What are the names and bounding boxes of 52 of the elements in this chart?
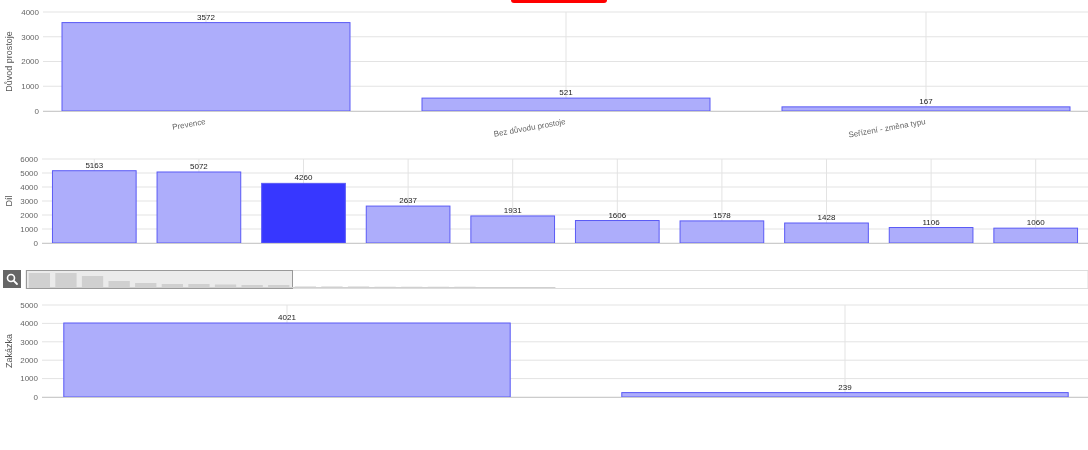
y-tick-label: 3000 [21, 32, 40, 42]
y-tick-label: 2000 [21, 57, 40, 67]
bar [679, 220, 765, 244]
bar [261, 182, 346, 244]
data-label: 5072 [190, 161, 209, 171]
y-axis-title: Důvod prostoje [4, 31, 14, 92]
y-tick-label: 0 [34, 106, 40, 116]
data-label: 1428 [817, 213, 836, 223]
y-tick-label: 4000 [20, 319, 39, 329]
y-tick-label: 3000 [20, 196, 39, 206]
y-tick-label: 1000 [20, 224, 39, 234]
y-tick-label: 2000 [20, 356, 39, 365]
y-tick-label: 5000 [20, 300, 39, 310]
data-label: 5163 [85, 160, 104, 170]
bar [993, 227, 1079, 244]
bar [888, 227, 974, 244]
data-label: 3572 [197, 12, 216, 22]
data-label: 4260 [294, 173, 313, 183]
data-label: 1606 [608, 210, 627, 220]
data-label: 2637 [399, 196, 418, 206]
bar [470, 215, 556, 244]
bar [51, 170, 137, 244]
y-tick-label: 4000 [21, 7, 40, 17]
y-tick-label: 3000 [20, 337, 39, 347]
bar [574, 220, 660, 244]
data-label: 1931 [503, 205, 523, 215]
data-label: 4021 [278, 313, 297, 323]
data-label: 167 [919, 96, 934, 106]
y-tick-label: 4000 [20, 182, 39, 192]
data-label: 1578 [713, 210, 732, 220]
bar [61, 22, 351, 112]
y-axis-title: Zakázka [4, 333, 14, 369]
y-tick-label: 1000 [21, 82, 40, 92]
x-tick-label: Prevence [171, 117, 207, 132]
y-tick-label: 5000 [20, 168, 39, 178]
y-tick-label: 2000 [20, 210, 39, 220]
data-label: 1106 [922, 217, 941, 227]
y-tick-label: 0 [33, 392, 39, 402]
bar [365, 205, 451, 244]
data-label: 1060 [1026, 218, 1046, 228]
bar [421, 97, 711, 112]
y-tick-label: 6000 [20, 154, 39, 164]
x-tick-label: Seřízení - změna typu [847, 117, 927, 140]
y-tick-label: 1000 [20, 374, 39, 384]
y-axis-title: Díl [4, 195, 14, 207]
bar [784, 222, 869, 244]
data-label: 521 [559, 88, 574, 98]
y-tick-label: 0 [33, 238, 39, 248]
bar [781, 106, 1071, 112]
data-label: 239 [838, 382, 853, 392]
x-tick-label: Bez důvodu prostoje [492, 117, 567, 139]
bar [156, 171, 242, 244]
